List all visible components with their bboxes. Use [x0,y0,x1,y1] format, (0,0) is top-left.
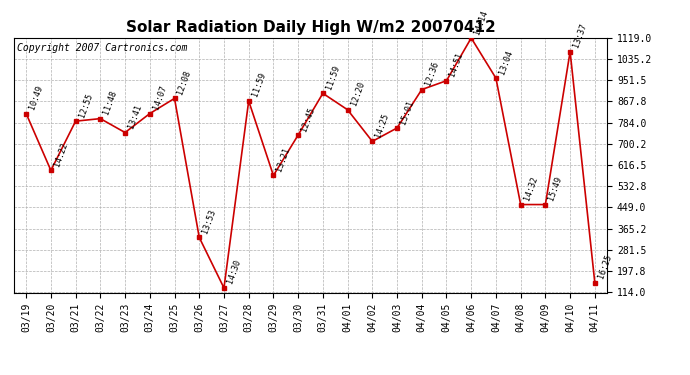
Text: 11:59: 11:59 [324,64,342,91]
Text: 12:20: 12:20 [349,80,366,107]
Text: 14:07: 14:07 [151,84,168,111]
Text: 12:36: 12:36 [423,60,440,87]
Title: Solar Radiation Daily High W/m2 20070412: Solar Radiation Daily High W/m2 20070412 [126,20,495,35]
Text: 14:22: 14:22 [52,141,69,168]
Text: 15:01: 15:01 [398,99,415,125]
Text: 14:14: 14:14 [473,9,490,35]
Text: 12:08: 12:08 [176,69,193,96]
Text: 10:49: 10:49 [28,84,45,111]
Text: 16:25: 16:25 [596,254,613,280]
Text: 15:49: 15:49 [546,175,564,202]
Text: 13:53: 13:53 [201,208,217,235]
Text: 14:51: 14:51 [448,51,465,78]
Text: 14:32: 14:32 [522,175,539,202]
Text: 13:21: 13:21 [275,146,292,173]
Text: 11:59: 11:59 [250,72,267,98]
Text: 14:30: 14:30 [226,259,242,285]
Text: 11:48: 11:48 [101,89,119,116]
Text: Copyright 2007 Cartronics.com: Copyright 2007 Cartronics.com [17,43,187,52]
Text: 14:25: 14:25 [374,112,391,139]
Text: 12:45: 12:45 [299,106,317,132]
Text: 12:55: 12:55 [77,92,94,118]
Text: 13:37: 13:37 [571,22,589,49]
Text: 13:04: 13:04 [497,49,514,75]
Text: 13:41: 13:41 [126,103,144,130]
